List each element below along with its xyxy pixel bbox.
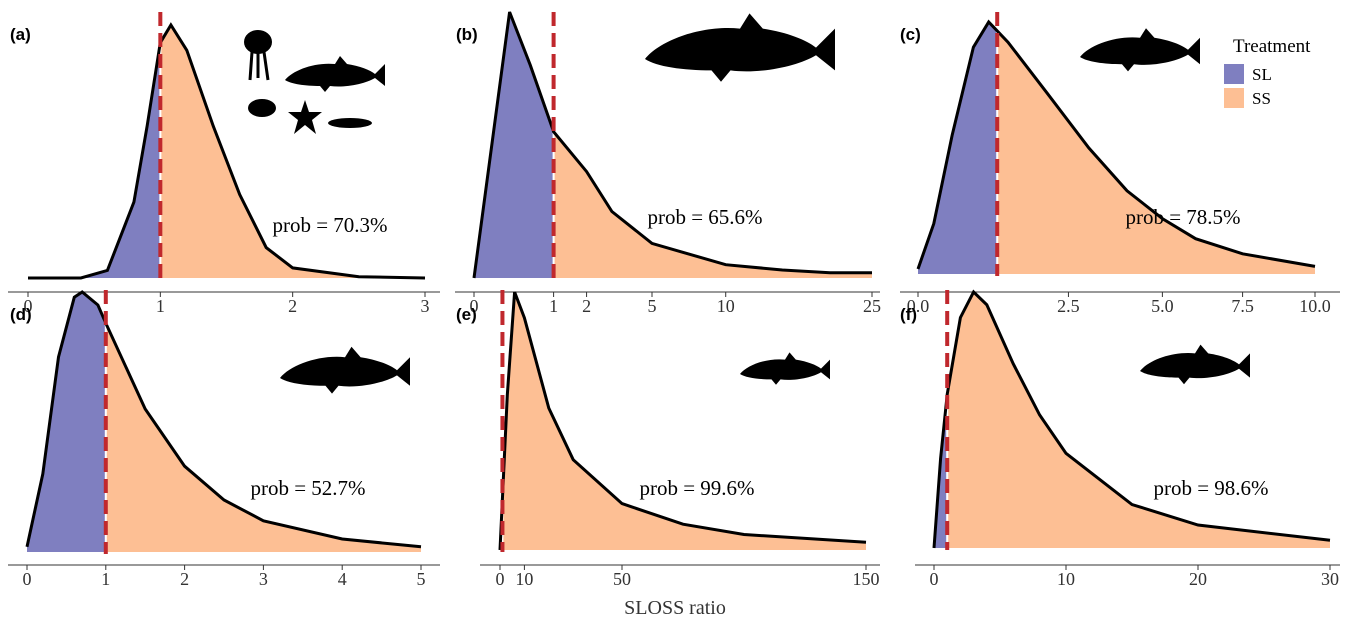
x-tick-label: 3 — [421, 296, 430, 316]
area-ss — [947, 292, 1330, 548]
annotation: prob = 65.6% — [647, 205, 762, 229]
area-ss — [553, 131, 872, 278]
x-tick-label: 0 — [23, 569, 32, 589]
silhouette — [645, 13, 835, 82]
annotation: prob = 99.6% — [639, 476, 754, 500]
panel-label: (c) — [900, 25, 921, 44]
x-tick-label: 0 — [930, 569, 939, 589]
x-tick-label: 10.0 — [1299, 296, 1331, 316]
x-tick-label: 10 — [1057, 569, 1075, 589]
x-tick-label: 5 — [647, 296, 656, 316]
panel-label: (e) — [456, 305, 477, 324]
density-line — [498, 291, 867, 551]
annotation: prob = 52.7% — [250, 476, 365, 500]
panel-label: (b) — [456, 25, 478, 44]
annotation: prob = 98.6% — [1153, 476, 1268, 500]
x-tick-label: 2.5 — [1057, 296, 1080, 316]
x-tick-label: 50 — [613, 569, 631, 589]
panel-label: (f) — [900, 305, 917, 324]
x-tick-label: 5 — [417, 569, 426, 589]
silhouette — [248, 51, 270, 81]
x-tick-label: 7.5 — [1231, 296, 1254, 316]
x-tick-label: 0 — [24, 296, 33, 316]
silhouette — [328, 118, 372, 128]
legend-title: Treatment — [1233, 36, 1311, 57]
area-ss — [160, 25, 425, 278]
x-tick-label: 30 — [1321, 569, 1339, 589]
x-tick-label: 5.0 — [1151, 296, 1174, 316]
annotation: prob = 70.3% — [272, 213, 387, 237]
legend-swatch — [1224, 64, 1244, 84]
x-tick-label: 4 — [338, 569, 347, 589]
silhouette — [285, 56, 385, 92]
annotation: prob = 78.5% — [1125, 205, 1240, 229]
silhouette — [1080, 28, 1200, 72]
area-ss — [502, 292, 866, 550]
silhouette — [740, 352, 830, 385]
density-line — [472, 11, 872, 279]
x-tick-label: 2 — [180, 569, 189, 589]
legend-swatch — [1224, 88, 1244, 108]
area-sl — [27, 292, 106, 552]
legend-label: SS — [1252, 89, 1271, 108]
area-ss — [997, 30, 1315, 274]
x-tick-label: 25 — [863, 296, 881, 316]
legend-label: SL — [1252, 65, 1272, 84]
silhouette — [288, 100, 322, 134]
density-line — [916, 19, 1316, 270]
x-tick-label: 20 — [1189, 569, 1207, 589]
x-tick-label: 10 — [515, 569, 533, 589]
x-tick-label: 1 — [101, 569, 110, 589]
x-tick-label: 3 — [259, 569, 268, 589]
x-tick-label: 2 — [582, 296, 591, 316]
x-tick-label: 1 — [549, 296, 558, 316]
x-tick-label: 0 — [496, 569, 505, 589]
panel-label: (d) — [10, 305, 32, 324]
x-tick-label: 0 — [470, 296, 479, 316]
panel-label: (a) — [10, 25, 31, 44]
x-tick-label: 2 — [288, 296, 297, 316]
x-tick-label: 150 — [853, 569, 880, 589]
area-sl — [28, 42, 161, 278]
area-ss — [105, 323, 421, 552]
x-tick-label: 1 — [156, 296, 165, 316]
silhouette — [244, 30, 272, 54]
x-tick-label: 0.0 — [907, 296, 930, 316]
silhouette — [1140, 344, 1250, 385]
density-line — [28, 22, 426, 280]
x-tick-label: 10 — [717, 296, 735, 316]
silhouette — [280, 346, 410, 394]
x-axis-label: SLOSS ratio — [624, 597, 726, 619]
silhouette — [248, 99, 276, 117]
